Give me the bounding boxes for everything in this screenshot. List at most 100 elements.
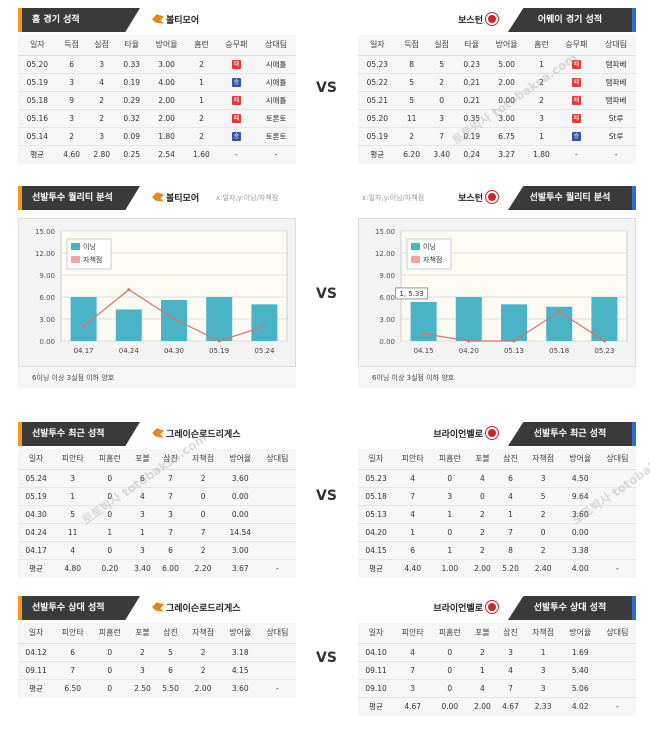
table-cell: 3 xyxy=(524,679,562,698)
result-cell: 패 xyxy=(556,73,597,92)
table-cell: 9.64 xyxy=(561,487,599,506)
table-cell: 0.00 xyxy=(486,91,527,110)
table-cell: 0 xyxy=(431,469,469,488)
table-cell: 09.11 xyxy=(18,661,55,680)
table-cell: 7 xyxy=(496,523,525,542)
bar-innings xyxy=(115,309,142,341)
average-cell: 2.50 xyxy=(134,684,151,694)
tooltip-text: 1, 5.33 xyxy=(399,290,424,298)
average-cell: 3.40 xyxy=(134,564,151,574)
legend-swatch-earned-runs xyxy=(411,256,420,263)
table-cell: 09.10 xyxy=(358,679,395,698)
table-cell: 4 xyxy=(468,679,497,698)
table-cell: 0.32 xyxy=(116,109,147,128)
y-tick-label: 3.00 xyxy=(379,316,395,324)
quality-panel-left: 선발투수 퀄리티 분석 볼티모어 x:일자,y:이닝/자책점 0.00 3.00 6… xyxy=(18,186,296,398)
table-cell: 4 xyxy=(128,487,157,506)
table-cell: St루 xyxy=(596,109,636,128)
y-tick-label: 6.00 xyxy=(39,294,55,302)
table-cell xyxy=(598,523,636,542)
orioles-logo-icon xyxy=(152,192,164,202)
result-cell: 패 xyxy=(216,109,257,128)
table-cell: 2 xyxy=(468,643,497,662)
y-tick-label: 0.00 xyxy=(379,338,395,346)
table-cell: 04.15 xyxy=(358,541,395,560)
legend-label-earned-runs: 자책점 xyxy=(423,255,442,264)
table-cell: 8 xyxy=(396,55,427,74)
average-cell: 2.00 xyxy=(474,702,491,712)
table-cell: 3 xyxy=(431,487,469,506)
table-row: 04.30 5 0 3 3 0 0.00 xyxy=(18,505,296,524)
column-header: 일자 xyxy=(358,449,395,470)
table-cell: 3 xyxy=(56,109,87,128)
column-header: 득점 xyxy=(396,35,427,56)
x-tick-label: 04.24 xyxy=(119,347,140,355)
table-cell: 2 xyxy=(128,643,157,662)
table-cell: 0.00 xyxy=(561,523,599,542)
table-cell xyxy=(598,679,636,698)
table-cell: 0 xyxy=(91,505,129,524)
vs-label-4: VS xyxy=(316,650,337,666)
axis-note-left: x:일자,y:이닝/자책점 xyxy=(216,194,279,202)
average-row: 평균 4.60 2.80 0.25 2.54 1.60 - - xyxy=(18,145,296,164)
table-cell: 1 xyxy=(394,523,432,542)
table-cell: 3 xyxy=(128,661,157,680)
average-cell: 2.00 xyxy=(474,564,491,574)
average-cell: 3.67 xyxy=(231,564,249,574)
average-cell: 1.00 xyxy=(441,564,459,574)
y-tick-label: 9.00 xyxy=(39,272,55,280)
table-cell: 05.16 xyxy=(18,109,57,128)
vs-label-3: VS xyxy=(316,488,337,504)
column-header: 상대팀 xyxy=(258,623,296,644)
table-cell: 2 xyxy=(468,505,497,524)
quality-chart-left: 0.00 3.00 6.00 9.00 12.00 15.00 04.17 04.24 04.3… xyxy=(18,218,296,388)
redsox-logo-icon xyxy=(486,191,498,203)
table-cell: 3.60 xyxy=(561,505,599,524)
table-cell: 11 xyxy=(396,109,427,128)
table-cell: 05.21 xyxy=(358,91,397,110)
y-tick-label: 15.00 xyxy=(375,228,395,236)
orioles-logo-icon xyxy=(152,428,164,438)
table-cell: 3 xyxy=(394,679,432,698)
home-results-panel: 홈 경기 성적 볼티모어 일자 득점 실점 타율 방어율 홈런 승무패 상대팀 05.20 6 3 0… xyxy=(18,8,296,164)
column-header: 일자 xyxy=(18,623,55,644)
legend-label-innings: 이닝 xyxy=(423,242,436,251)
table-cell: 7 xyxy=(426,127,457,146)
table-cell: 04.10 xyxy=(358,643,395,662)
away-results-panel: 보스턴 어웨이 경기 성적 일자 득점 실점 타율 방어율 홈런 승무패 상대팀 05.23 8 5… xyxy=(358,8,636,164)
table-cell: 7 xyxy=(156,523,185,542)
table-cell: 5 xyxy=(426,55,457,74)
table-cell: 11 xyxy=(54,523,92,542)
column-header: 타율 xyxy=(456,35,487,56)
recent-table-left: 일자 피안타 피홈런 포볼 삼진 자책점 방어율 상대팀 05.24 3 0 6 7 2 3.60 05.19… xyxy=(18,449,296,578)
table-cell: 0 xyxy=(91,469,129,488)
table-cell: 5.40 xyxy=(561,661,599,680)
table-row: 05.23 4 0 4 6 3 4.50 xyxy=(358,469,636,488)
table-cell: 3.18 xyxy=(221,643,259,662)
average-cell: 4.80 xyxy=(64,564,82,574)
average-cell: 6.00 xyxy=(162,564,179,574)
table-cell: 0.23 xyxy=(456,55,487,74)
legend-swatch-earned-runs xyxy=(71,256,80,263)
point-earned-runs xyxy=(172,317,176,321)
result-badge: 패 xyxy=(571,113,581,123)
table-cell: 5 xyxy=(396,91,427,110)
column-header: 홈런 xyxy=(526,35,557,56)
column-header: 피안타 xyxy=(394,623,432,644)
table-row: 04.24 11 1 1 7 7 14.54 xyxy=(18,523,296,542)
average-cell: 6.20 xyxy=(403,150,420,160)
table-cell: 3 xyxy=(156,505,185,524)
table-cell xyxy=(258,643,296,662)
average-cell: 3.60 xyxy=(231,684,249,694)
column-header: 일자 xyxy=(358,35,397,56)
table-cell: 탬파베 xyxy=(596,55,636,74)
table-cell: 0.19 xyxy=(456,127,487,146)
recent-header-right: 선발투수 최근 성적 xyxy=(508,422,636,446)
pitcher-label-left-2: 그레이슨로드리게스 xyxy=(152,601,241,614)
table-cell: 3 xyxy=(54,469,92,488)
pitcher-label-right-2: 브라이언벨로 xyxy=(433,601,498,614)
column-header: 득점 xyxy=(56,35,87,56)
table-cell: 0.00 xyxy=(221,505,259,524)
x-tick-label: 05.23 xyxy=(594,347,614,355)
average-cell: 2.00 xyxy=(194,684,212,694)
